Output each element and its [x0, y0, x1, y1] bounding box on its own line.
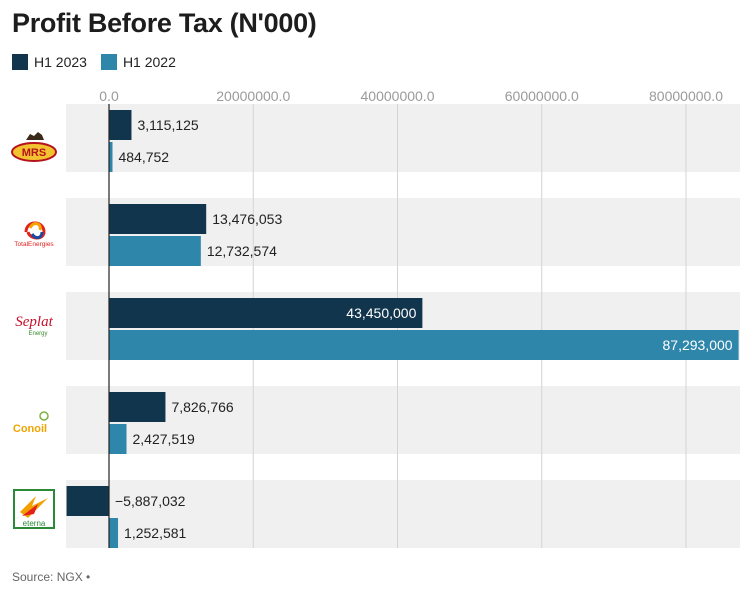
conoil-logo-text: Conoil — [13, 423, 47, 435]
eterna-logo: eterna — [13, 489, 55, 529]
conoil-logo: Conoil — [13, 411, 49, 435]
mrs-logo: MRS — [11, 132, 57, 162]
bar — [109, 142, 113, 172]
legend-swatch-h1-2023 — [12, 54, 28, 70]
mrs-logo-text: MRS — [22, 147, 46, 159]
x-tick-label: 0.0 — [99, 88, 119, 104]
x-tick-label: 60000000.0 — [505, 88, 579, 104]
data-label: 12,732,574 — [207, 243, 277, 259]
eterna-logo-text: eterna — [23, 519, 46, 528]
x-tick-label: 80000000.0 — [649, 88, 723, 104]
x-tick-label: 40000000.0 — [361, 88, 435, 104]
data-label: 87,293,000 — [663, 337, 733, 353]
bar — [66, 486, 109, 516]
seplat-logo: Seplat Energy — [15, 314, 53, 337]
legend-label-h1-2022: H1 2022 — [122, 54, 176, 70]
legend-label-h1-2023: H1 2023 — [34, 54, 87, 70]
bar — [109, 330, 739, 360]
data-label: −5,887,032 — [115, 493, 186, 509]
data-label: 2,427,519 — [133, 431, 195, 447]
seplat-logo-subtext: Energy — [28, 331, 47, 337]
bar — [109, 110, 132, 140]
seplat-logo-text: Seplat — [15, 314, 53, 330]
legend-item-h1-2023: H1 2023 — [12, 54, 87, 70]
bar — [109, 392, 166, 422]
data-label: 484,752 — [118, 149, 169, 165]
bar — [109, 518, 119, 548]
totalenergies-logo: TotalEnergies — [14, 221, 54, 248]
bar — [109, 298, 423, 328]
bar — [109, 236, 201, 266]
data-label: 43,450,000 — [346, 305, 416, 321]
bar — [109, 424, 127, 454]
category-band — [66, 386, 740, 454]
totalenergies-logo-text: TotalEnergies — [14, 241, 54, 248]
chart-title: Profit Before Tax (N'000) — [12, 8, 317, 38]
source-note: Source: NGX • — [12, 570, 91, 584]
bar — [109, 204, 207, 234]
data-label: 13,476,053 — [212, 211, 282, 227]
data-label: 3,115,125 — [137, 117, 198, 133]
data-label: 1,252,581 — [124, 525, 186, 541]
data-label: 7,826,766 — [171, 399, 233, 415]
legend: H1 2023 H1 2022 — [12, 54, 190, 70]
legend-swatch-h1-2022 — [100, 54, 117, 70]
category-band — [66, 480, 740, 548]
legend-item-h1-2022: H1 2022 — [100, 54, 176, 70]
x-tick-label: 20000000.0 — [216, 88, 290, 104]
category-band — [66, 104, 740, 172]
